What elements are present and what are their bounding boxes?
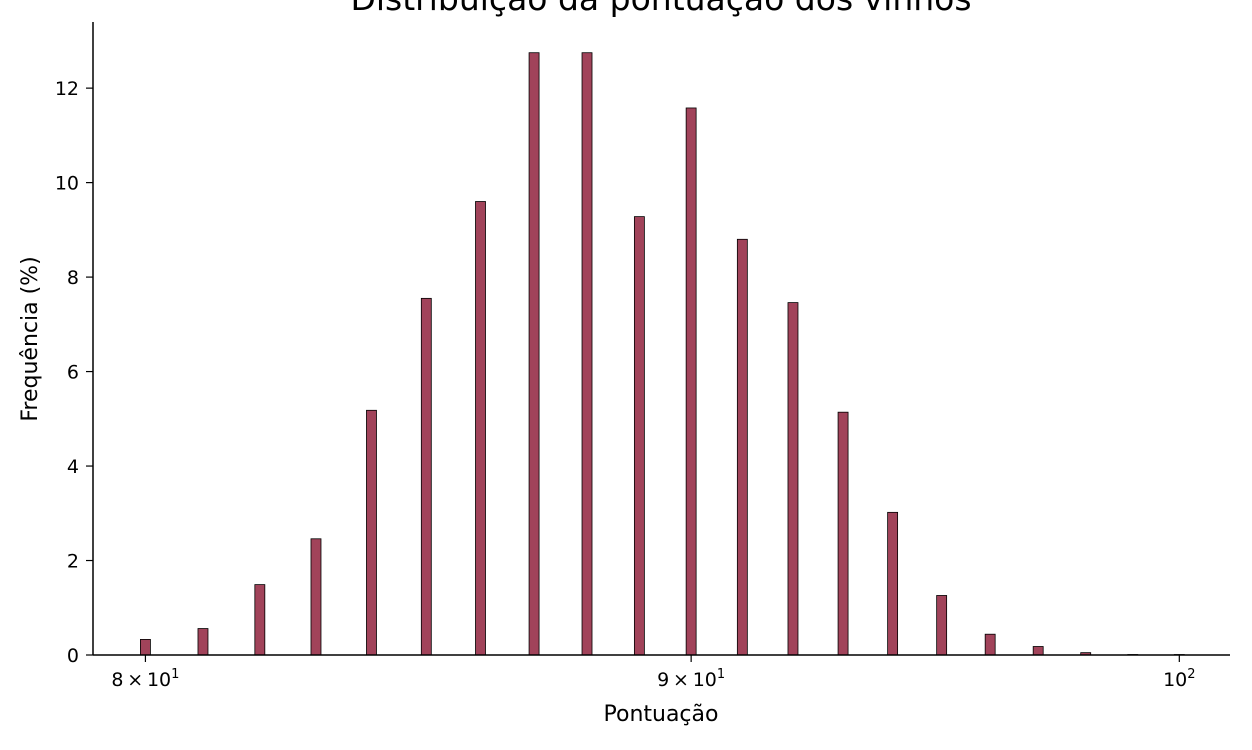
x-axis-title: Pontuação [604, 702, 719, 727]
histogram-bar [366, 409, 377, 656]
y-tick-label: 8 [67, 267, 79, 289]
histogram-bar [936, 595, 948, 656]
histogram-bar [685, 107, 697, 656]
histogram-bar [140, 639, 151, 656]
histogram-bar [310, 538, 322, 656]
x-ticks-group: 8 × 101 9 × 101 102 [111, 655, 1196, 691]
histogram-bar [475, 201, 486, 656]
chart-title: Distribuição da pontuação dos vinhos [350, 0, 971, 18]
histogram-bar [787, 302, 799, 656]
histogram-bar [420, 297, 432, 656]
y-tick-label: 6 [67, 362, 79, 384]
histogram-bar [581, 52, 593, 656]
y-axis-title: Frequência (%) [18, 256, 43, 421]
x-tick-label: 8 × 101 [111, 667, 179, 691]
y-tick-label: 0 [67, 645, 79, 667]
x-tick-label: 102 [1163, 667, 1195, 691]
y-ticks-group: 0 2 4 6 8 10 12 [55, 78, 93, 667]
y-tick-label: 2 [67, 551, 79, 573]
histogram-bar [254, 584, 266, 656]
histogram-bar [736, 238, 748, 656]
histogram-bar [1032, 646, 1044, 656]
histogram-bar [633, 216, 645, 656]
y-tick-label: 10 [55, 173, 79, 195]
y-tick-label: 12 [55, 78, 79, 100]
bars-group [140, 52, 1185, 656]
x-tick-label: 9 × 101 [657, 667, 725, 691]
histogram-bar [984, 633, 996, 656]
y-tick-label: 4 [67, 456, 79, 478]
histogram-bar [887, 511, 899, 656]
histogram-bar [837, 411, 849, 656]
histogram-bar [197, 628, 209, 656]
histogram-bar [528, 52, 540, 656]
